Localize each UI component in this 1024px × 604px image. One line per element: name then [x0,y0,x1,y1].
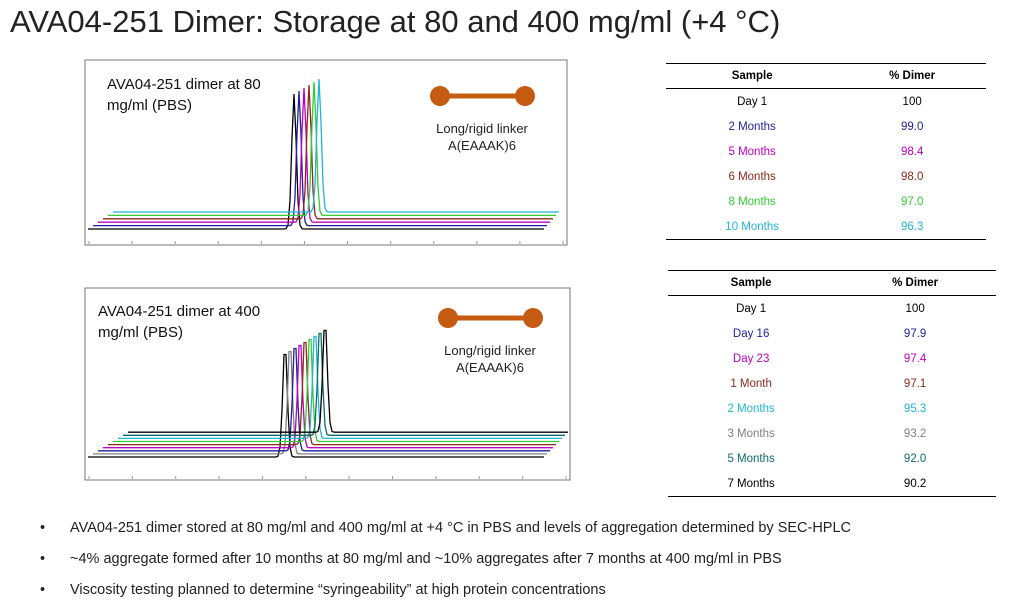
table-row: 1 Month 97.1 [668,371,996,396]
bullet-marker: • [40,582,46,598]
linker-icon [438,308,543,328]
panel-frame [84,287,571,481]
dimer-cell: 95.3 [903,402,927,415]
dimer-cell: 90.2 [834,471,996,497]
sample-cell: 3 Months [727,427,775,440]
panel-frame [84,59,568,246]
trace [123,332,565,436]
table-row: 3 Months 93.2 [668,421,996,446]
dimer-cell: 100 [905,302,925,315]
dimer-cell: 97.9 [903,327,927,340]
dimer-cell: 98.4 [900,145,924,158]
dimer-cell: 100 [902,95,922,108]
sample-cell: 7 Months [668,471,835,497]
dimer-cell: 96.3 [838,214,986,240]
trace [98,347,550,452]
linker-label: Long/rigid linker A(EAAAK)6 [444,343,536,375]
column-header: Sample [666,63,839,89]
table-row: Day 1 100 [668,296,996,322]
header-row: Sample% Dimer [668,270,996,296]
bullet-item: • Viscosity testing planned to determine … [40,582,606,598]
bullet-text: ~4% aggregate formed after 10 months at … [70,551,782,567]
linker-label: Long/rigid linker A(EAAAK)6 [436,121,528,153]
bullet-marker: • [40,551,46,567]
table-row: 6 Months 98.0 [666,164,986,189]
trace [88,353,544,458]
panel-label: AVA04-251 dimer at 80 mg/ml (PBS) [107,76,261,114]
dimer-cell: 97.0 [900,195,924,208]
data-table: Sample% Dimer Day 1 100 2 Months 99.0 5 Month… [666,63,986,240]
sample-cell: 2 Months [727,402,775,415]
column-header: Sample [668,270,835,296]
linker-icon [430,86,535,106]
trace [108,81,556,217]
dimer-cell: 93.2 [903,427,927,440]
header-row: Sample% Dimer [666,63,986,89]
sample-cell: 5 Months [728,145,776,158]
trace [118,335,562,440]
panel-label: AVA04-251 dimer at 400 mg/ml (PBS) [98,303,261,341]
trace [128,329,568,433]
dimer-cell: 97.1 [903,377,927,390]
sample-cell: Day 1 [737,95,768,108]
table-row: 2 Months 95.3 [668,396,996,421]
trace [113,78,559,213]
table-row: Day 16 97.9 [668,321,996,346]
data-table: Sample% Dimer Day 1 100 Day 16 97.9 Day 23 97.… [668,270,996,497]
sample-cell: 8 Months [728,195,776,208]
table-row: 8 Months 97.0 [666,189,986,214]
column-header: % Dimer [838,63,986,89]
bullet-text: Viscosity testing planned to determine “… [70,582,606,598]
bullet-text: AVA04-251 dimer stored at 80 mg/ml and 4… [70,520,852,536]
trace [103,344,553,449]
column-header: % Dimer [834,270,996,296]
sample-cell: 10 Months [666,214,839,240]
trace [113,338,559,443]
sample-cell: 1 Month [730,377,772,390]
dimer-cell: 92.0 [903,452,927,465]
trace [103,84,553,220]
dimer-cell: 97.4 [903,352,927,365]
sample-cell: Day 16 [732,327,770,340]
sample-cell: 6 Months [728,170,776,183]
trace [93,350,547,455]
table-row: 10 Months 96.3 [666,214,986,240]
trace [108,341,556,446]
sample-cell: Day 23 [732,352,770,365]
sample-cell: 2 Months [728,120,776,133]
table-row: 5 Months 92.0 [668,446,996,471]
sample-cell: Day 1 [736,302,767,315]
chromatograms [88,78,568,479]
trace [98,87,550,223]
sample-cell: 5 Months [727,452,775,465]
table-row: Day 23 97.4 [668,346,996,371]
bullet-marker: • [40,520,46,536]
slide-title: AVA04-251 Dimer: Storage at 80 and 400 m… [10,4,781,39]
table-row: Day 1 100 [666,89,986,115]
bullet-item: • AVA04-251 dimer stored at 80 mg/ml and … [40,520,851,536]
table-row: 5 Months 98.4 [666,139,986,164]
trace [88,93,544,230]
dimer-cell: 98.0 [900,170,924,183]
dimer-cell: 99.0 [900,120,924,133]
bullet-item: • ~4% aggregate formed after 10 months at… [40,551,782,567]
table-row: 7 Months 90.2 [668,471,996,497]
table-row: 2 Months 99.0 [666,114,986,139]
trace [93,90,547,227]
